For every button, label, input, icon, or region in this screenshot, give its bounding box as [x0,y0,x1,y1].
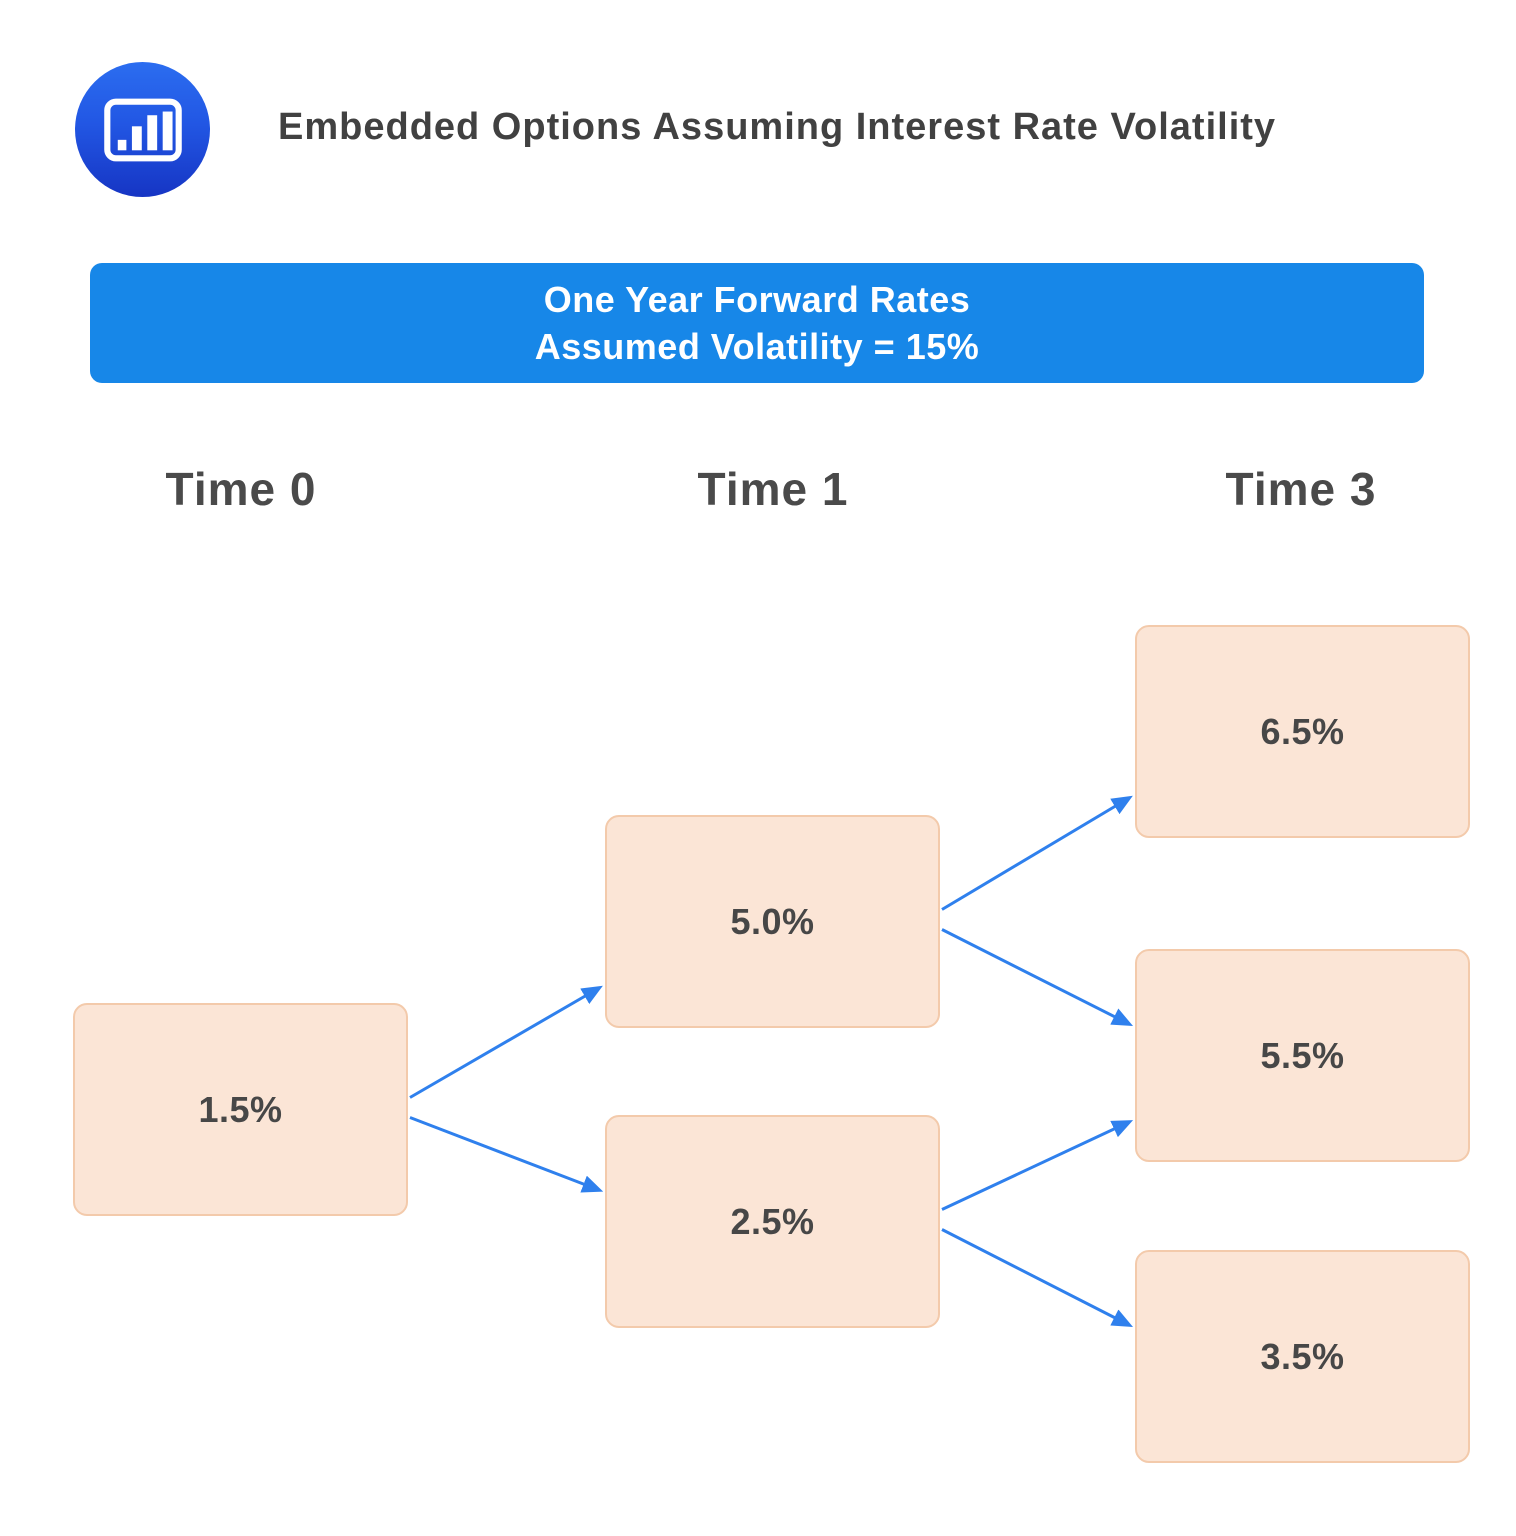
tree-node-time3-mid-rate: 5.5% [1135,949,1470,1162]
bar-chart-icon [103,98,182,161]
banner-line-1: One Year Forward Rates [543,279,971,320]
app-logo [75,62,210,197]
tree-node-time3-up-rate: 6.5% [1135,625,1470,838]
tree-node-label: 1.5% [198,1088,283,1130]
tree-node-label: 5.5% [1260,1034,1345,1076]
tree-node-time1-down-rate: 2.5% [605,1115,940,1328]
column-header-time-3: Time 3 [1225,463,1377,515]
tree-edge-t1_up-t3_up [941,795,1133,911]
tree-edge-t0-t1_down [409,1116,604,1193]
tree-node-time0-rate: 1.5% [73,1003,408,1216]
column-header-time-0: Time 0 [165,463,317,515]
tree-node-time1-up-rate: 5.0% [605,815,940,1028]
tree-node-label: 6.5% [1260,710,1345,752]
tree-edge-t1_down-t3_down [941,1228,1134,1328]
column-header-time-1: Time 1 [697,463,849,515]
tree-node-label: 5.0% [730,900,815,942]
banner-line-2: Assumed Volatility = 15% [534,326,980,367]
tree-edge-t1_up-t3_mid [941,928,1134,1027]
tree-node-label: 3.5% [1260,1335,1345,1377]
page-title: Embedded Options Assuming Interest Rate … [278,106,1277,148]
tree-edge-t1_down-t3_mid [941,1120,1134,1211]
banner: One Year Forward Rates Assumed Volatilit… [90,263,1424,383]
tree-node-label: 2.5% [730,1200,815,1242]
tree-edge-t0-t1_up [409,985,603,1099]
tree-node-time3-down-rate: 3.5% [1135,1250,1470,1463]
